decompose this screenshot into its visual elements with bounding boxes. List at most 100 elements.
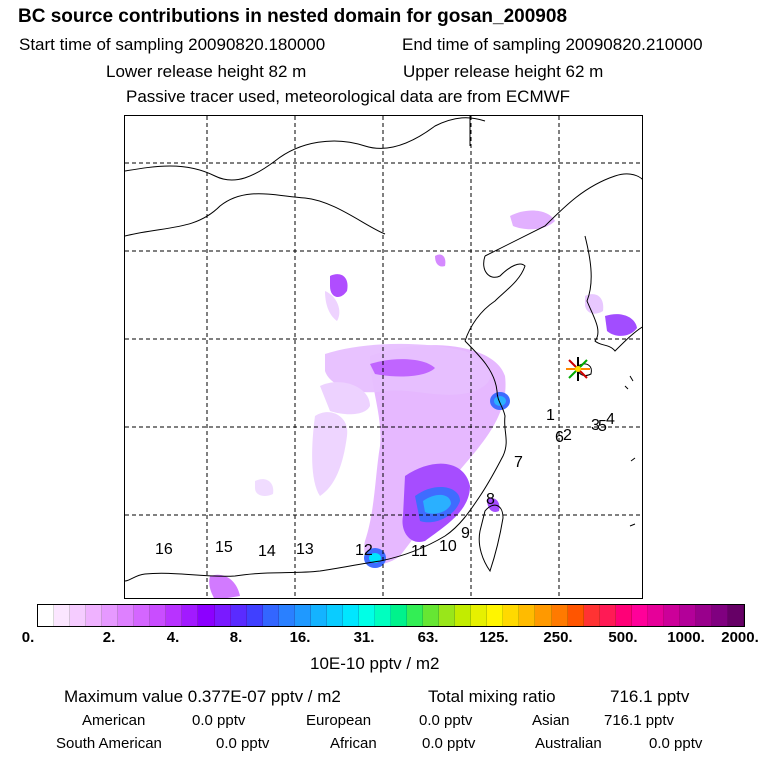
colorbar-swatch — [182, 605, 199, 626]
region-label-15: 15 — [215, 539, 233, 556]
total-mixing-label: Total mixing ratio — [428, 687, 556, 706]
colorbar-swatch — [54, 605, 71, 626]
colorbar-swatch — [551, 605, 568, 626]
colorbar-swatch — [246, 605, 263, 626]
colorbar-tick: 4. — [166, 629, 180, 646]
american-label: American — [82, 712, 146, 729]
colorbar-swatch — [423, 605, 440, 626]
colorbar-swatch — [262, 605, 279, 626]
colorbar-swatch — [278, 605, 295, 626]
colorbar-swatch — [455, 605, 472, 626]
australian-value: 0.0 pptv — [649, 735, 703, 752]
upper-height-label: Upper release height 62 m — [403, 62, 604, 81]
colorbar-swatch — [439, 605, 456, 626]
colorbar-swatch — [695, 605, 712, 626]
colorbar-swatch — [407, 605, 424, 626]
figure-title: BC source contributions in nested domain… — [18, 6, 568, 27]
colorbar-swatch — [535, 605, 552, 626]
asian-value: 716.1 pptv — [604, 712, 675, 729]
star-marker-icon — [566, 357, 590, 381]
region-label-1: 1 — [546, 407, 555, 424]
colorbar-swatch — [519, 605, 536, 626]
colorbar-tick: 1000. — [667, 629, 705, 646]
colorbar-swatch — [326, 605, 343, 626]
region-label-4: 4 — [606, 411, 615, 428]
colorbar-tick: 2000. — [721, 629, 759, 646]
tracer-note: Passive tracer used, meteorological data… — [126, 87, 571, 106]
region-label-7: 7 — [514, 454, 523, 471]
region-label-9: 9 — [461, 525, 470, 542]
region-label-12: 12 — [355, 542, 373, 559]
region-label-14: 14 — [258, 543, 276, 560]
coastlines — [125, 116, 642, 582]
colorbar-swatch — [230, 605, 247, 626]
colorbar-swatch — [198, 605, 215, 626]
colorbar-tick: 500. — [608, 629, 638, 646]
colorbar-swatch — [728, 605, 745, 626]
colorbar-tick: 250. — [543, 629, 573, 646]
colorbar-swatch — [86, 605, 103, 626]
colorbar-swatch — [134, 605, 151, 626]
concentration-field — [209, 210, 637, 598]
colorbar-swatch — [679, 605, 696, 626]
south-american-value: 0.0 pptv — [216, 735, 270, 752]
start-time-label: Start time of sampling 20090820.180000 — [19, 35, 326, 54]
colorbar-swatch — [118, 605, 135, 626]
map-panel: 1 2 3 4 6 5 7 8 9 10 11 12 13 14 15 16 — [124, 115, 643, 599]
colorbar-swatch — [615, 605, 632, 626]
colorbar-tick: 2. — [102, 629, 116, 646]
colorbar-swatch — [214, 605, 231, 626]
colorbar-swatch — [70, 605, 87, 626]
colorbar-tick: 125. — [479, 629, 509, 646]
colorbar-units: 10E-10 pptv / m2 — [310, 654, 440, 673]
colorbar-swatch — [567, 605, 584, 626]
region-label-3: 3 — [591, 417, 600, 434]
region-label-6: 6 — [555, 429, 564, 446]
colorbar-swatch — [647, 605, 664, 626]
region-label-10: 10 — [439, 538, 457, 555]
region-label-11: 11 — [411, 543, 428, 560]
european-value: 0.0 pptv — [419, 712, 473, 729]
european-label: European — [306, 712, 372, 729]
colorbar-tick: 0. — [21, 629, 35, 646]
african-label: African — [330, 735, 377, 752]
region-label-2: 2 — [563, 427, 572, 444]
colorbar-swatch — [631, 605, 648, 626]
colorbar-swatch — [503, 605, 520, 626]
colorbar-swatch — [150, 605, 167, 626]
region-label-8: 8 — [486, 491, 495, 508]
map-canvas — [125, 116, 642, 598]
colorbar-swatch — [358, 605, 375, 626]
colorbar-swatch — [374, 605, 392, 626]
colorbar-swatch — [663, 605, 680, 626]
colorbar-tick: 8. — [229, 629, 243, 646]
colorbar-swatch — [38, 605, 55, 626]
colorbar-swatch — [583, 605, 600, 626]
lat-lon-grid — [125, 116, 642, 598]
colorbar-tick: 63. — [417, 629, 439, 646]
total-mixing-value: 716.1 pptv — [610, 687, 690, 706]
australian-label: Australian — [535, 735, 602, 752]
colorbar — [37, 604, 745, 627]
south-american-label: South American — [56, 735, 162, 752]
colorbar-swatch — [711, 605, 729, 626]
colorbar-swatch — [391, 605, 408, 626]
lower-height-label: Lower release height 82 m — [106, 62, 307, 81]
colorbar-tick: 16. — [289, 629, 311, 646]
african-value: 0.0 pptv — [422, 735, 476, 752]
colorbar-swatch — [166, 605, 183, 626]
colorbar-swatch — [599, 605, 616, 626]
colorbar-swatch — [342, 605, 359, 626]
region-label-13: 13 — [296, 541, 314, 558]
colorbar-swatch — [102, 605, 119, 626]
max-value-label: Maximum value 0.377E-07 pptv / m2 — [64, 687, 341, 706]
colorbar-tick: 31. — [353, 629, 375, 646]
colorbar-swatch — [471, 605, 488, 626]
region-label-16: 16 — [155, 541, 173, 558]
asian-label: Asian — [532, 712, 570, 729]
colorbar-swatch — [294, 605, 311, 626]
colorbar-swatch — [487, 605, 504, 626]
colorbar-swatch — [310, 605, 327, 626]
end-time-label: End time of sampling 20090820.210000 — [402, 35, 703, 54]
american-value: 0.0 pptv — [192, 712, 246, 729]
